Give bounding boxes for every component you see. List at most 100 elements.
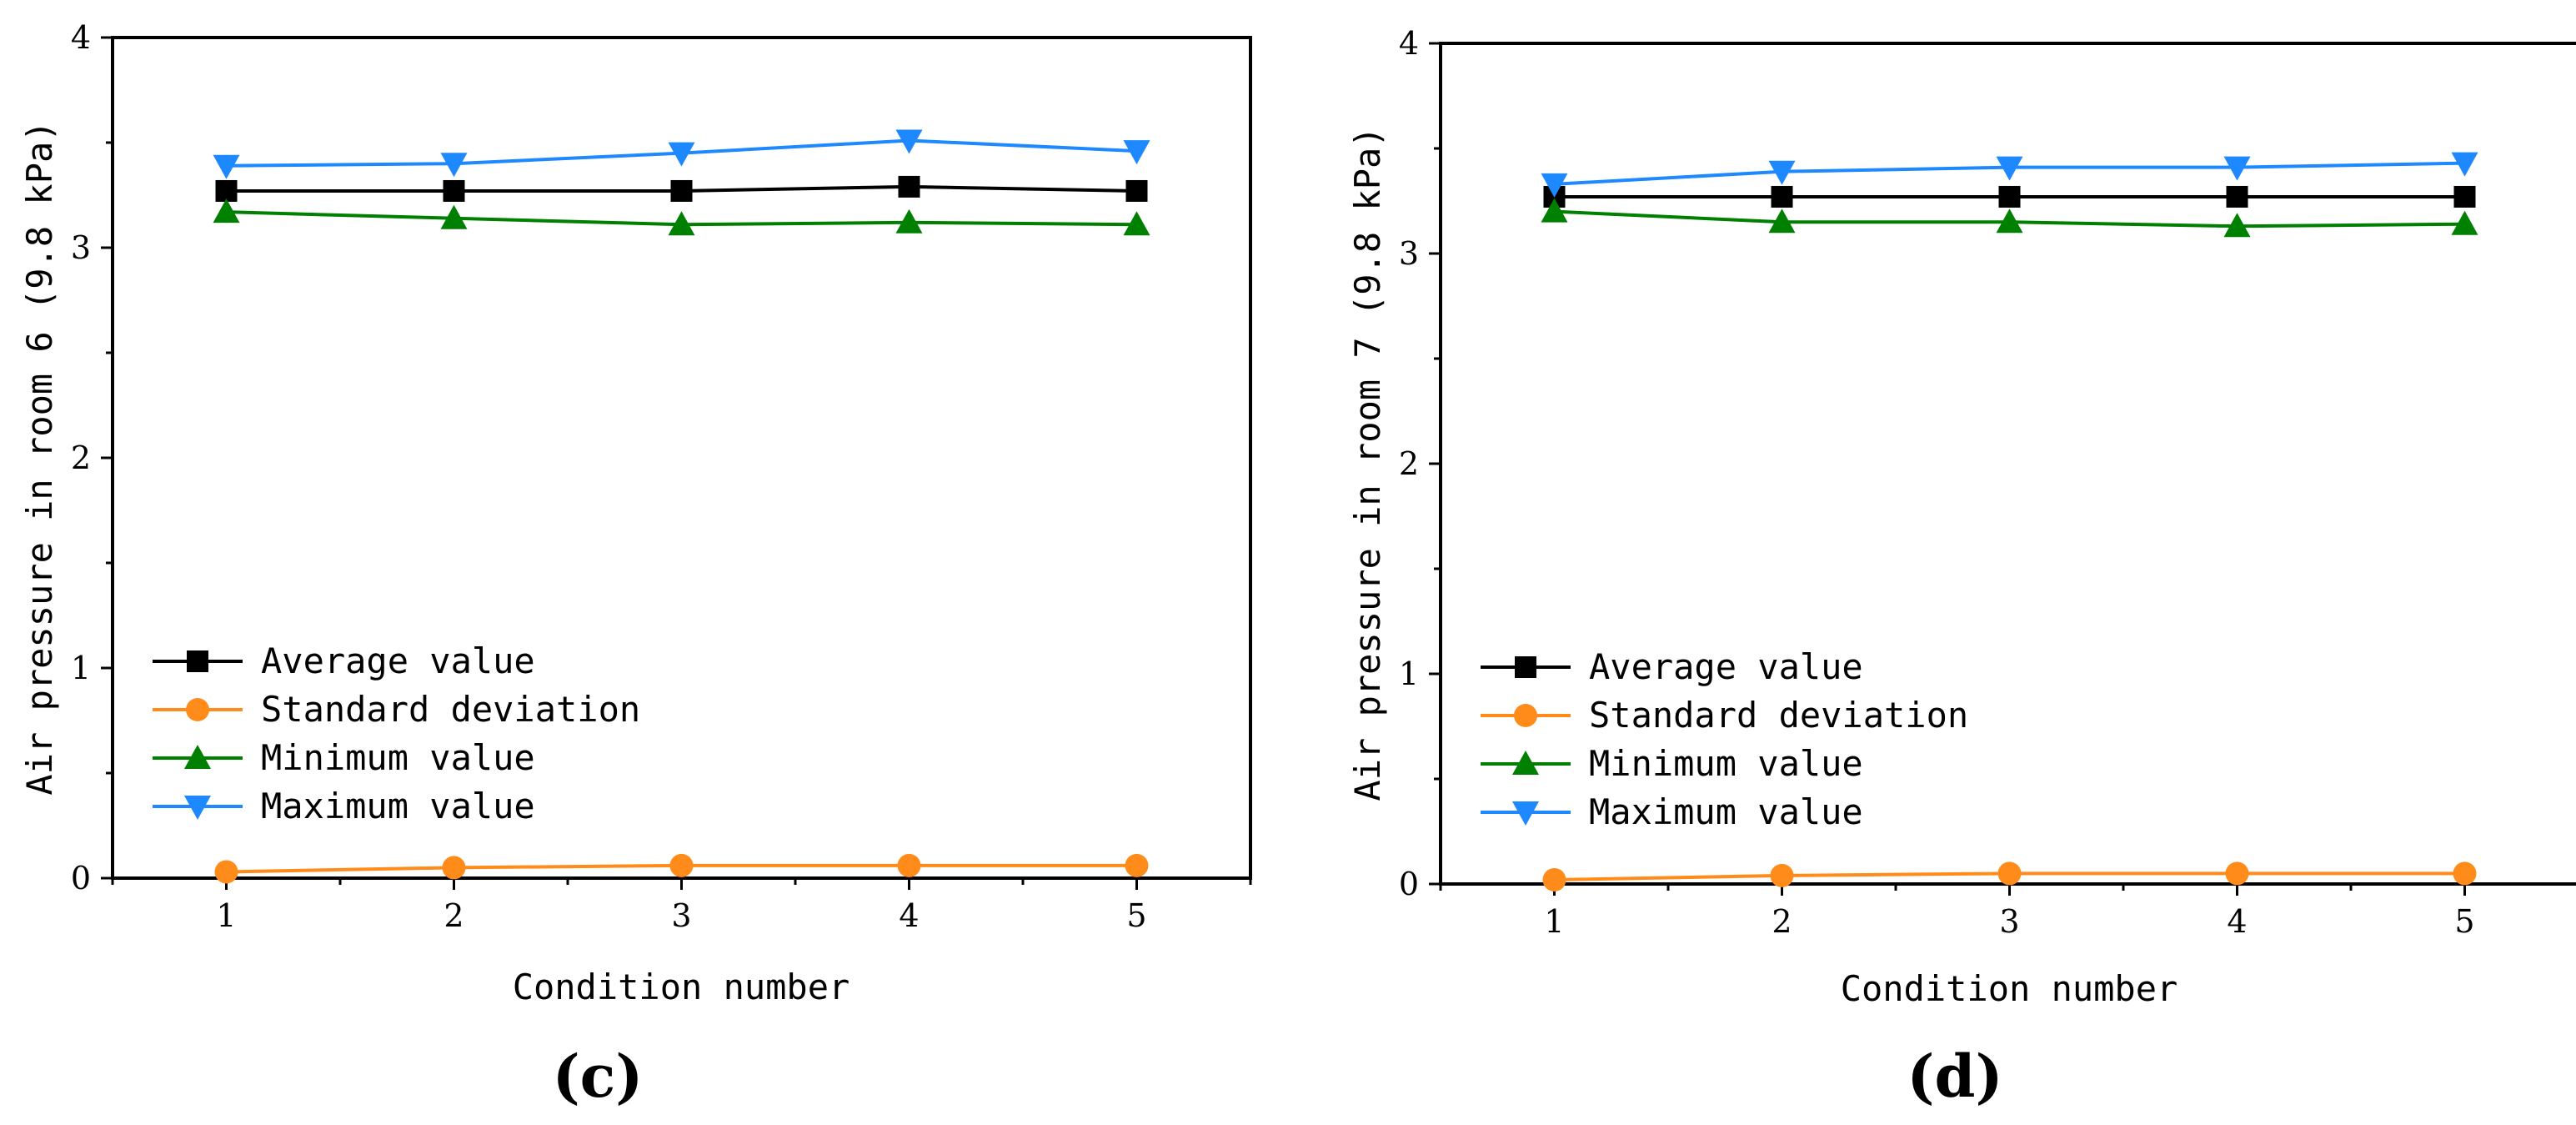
- x-tick-label: 3: [671, 897, 691, 934]
- y-tick-label: 2: [71, 439, 91, 476]
- y-tick-label: 4: [71, 19, 91, 56]
- series-minimum-value: [213, 198, 1150, 236]
- data-point: [1125, 179, 1148, 202]
- y-tick-label: 0: [1399, 866, 1419, 902]
- data-point: [1997, 861, 2022, 886]
- panel-label: (d): [1907, 1042, 2002, 1111]
- series-average-value: [215, 175, 1148, 202]
- series-standard-deviation: [1542, 861, 2477, 891]
- legend-marker: [187, 650, 208, 672]
- data-point: [1125, 853, 1149, 877]
- data-point: [2451, 210, 2478, 235]
- legend-item-minimum-value: Minimum value: [1481, 743, 1863, 784]
- legend-label: Average value: [1589, 646, 1863, 687]
- data-point: [895, 208, 923, 234]
- legend-marker: [184, 745, 211, 769]
- data-point: [215, 179, 238, 202]
- data-point: [2223, 213, 2251, 238]
- legend-marker: [186, 698, 209, 721]
- data-point: [668, 211, 695, 236]
- data-point: [669, 853, 694, 877]
- x-tick-label: 5: [1126, 897, 1146, 934]
- legend-item-standard-deviation: Standard deviation: [1481, 695, 1968, 736]
- legend-label: Standard deviation: [261, 689, 640, 730]
- data-point: [2223, 156, 2251, 181]
- panel-label: (c): [553, 1042, 644, 1111]
- legend-marker: [1512, 751, 1539, 775]
- x-tick-label: 2: [1772, 903, 1792, 940]
- data-point: [1996, 156, 2023, 181]
- legend-item-maximum-value: Maximum value: [1481, 791, 1863, 832]
- data-point: [1770, 863, 1794, 887]
- legend-label: Minimum value: [261, 737, 535, 778]
- y-axis-ticks: 0 1 2 3 4: [1399, 25, 1441, 902]
- data-point: [1768, 208, 1796, 234]
- data-point: [898, 175, 920, 198]
- legend: Average value Standard deviation Minimum v…: [1481, 646, 1968, 832]
- x-axis-ticks: 1 2 3 4 5: [111, 878, 1252, 934]
- legend-label: Standard deviation: [1589, 695, 1968, 736]
- y-tick-label: 1: [1399, 655, 1419, 692]
- x-tick-label: 3: [1999, 903, 2019, 940]
- series-maximum-value: [213, 129, 1150, 179]
- data-point: [213, 154, 240, 179]
- y-tick-label: 4: [1399, 25, 1419, 62]
- legend-item-average-value: Average value: [1481, 646, 1863, 687]
- data-point: [1541, 173, 1568, 198]
- data-point: [897, 853, 921, 877]
- series-standard-deviation: [214, 853, 1149, 884]
- y-tick-label: 0: [71, 860, 91, 896]
- chart-panel-d: 1 2 3 4 5 0 1 2 3 4 Average value Standard deviat…: [1347, 25, 2576, 1111]
- data-point: [2453, 861, 2477, 886]
- legend-label: Average value: [261, 640, 535, 681]
- x-tick-label: 1: [216, 897, 236, 934]
- x-tick-label: 4: [899, 897, 919, 934]
- data-point: [2451, 152, 2478, 177]
- y-axis-ticks: 0 1 2 3 4: [71, 19, 113, 896]
- legend-marker: [184, 796, 211, 820]
- data-point: [1996, 208, 2023, 234]
- chart-panel-c: 1 2 3 4 5 0 1 2 3 4 Average value Standard deviat…: [19, 19, 1252, 1111]
- x-tick-label: 1: [1544, 903, 1564, 940]
- data-point: [442, 856, 466, 880]
- legend-marker: [1515, 656, 1536, 678]
- data-point: [668, 142, 695, 167]
- data-point: [214, 860, 238, 884]
- y-tick-label: 3: [71, 229, 91, 266]
- data-point: [2225, 861, 2249, 886]
- y-tick-label: 3: [1399, 235, 1419, 272]
- x-tick-label: 5: [2454, 903, 2474, 940]
- series-group: [213, 129, 1150, 884]
- data-point: [440, 204, 468, 229]
- legend-label: Maximum value: [261, 786, 535, 826]
- y-axis-label: Air pressure in room 7 (9.8 kPa): [1347, 126, 1388, 801]
- legend-item-standard-deviation: Standard deviation: [153, 689, 640, 730]
- series-minimum-value: [1541, 198, 2478, 238]
- series-group: [1541, 152, 2478, 891]
- y-tick-label: 2: [1399, 445, 1419, 482]
- data-point: [213, 198, 240, 223]
- data-point: [440, 153, 468, 178]
- legend-item-average-value: Average value: [153, 640, 535, 681]
- data-point: [1768, 160, 1796, 185]
- data-point: [1123, 211, 1150, 236]
- data-point: [1541, 198, 1568, 223]
- data-point: [895, 129, 923, 154]
- legend-label: Maximum value: [1589, 791, 1863, 832]
- data-point: [443, 179, 465, 202]
- x-axis-label: Condition number: [513, 967, 850, 1007]
- data-point: [2226, 185, 2248, 208]
- legend-label: Minimum value: [1589, 743, 1863, 784]
- series-average-value: [1543, 185, 2476, 208]
- data-point: [670, 179, 693, 202]
- data-point: [1542, 867, 1566, 891]
- data-point: [1771, 185, 1793, 208]
- y-axis-label: Air pressure in room 6 (9.8 kPa): [19, 120, 60, 795]
- legend-item-maximum-value: Maximum value: [153, 786, 535, 826]
- legend-item-minimum-value: Minimum value: [153, 737, 535, 778]
- legend-marker: [1512, 801, 1539, 826]
- legend-marker: [1514, 704, 1537, 727]
- legend: Average value Standard deviation Minimum v…: [153, 640, 640, 826]
- x-axis-label: Condition number: [1841, 968, 2178, 1009]
